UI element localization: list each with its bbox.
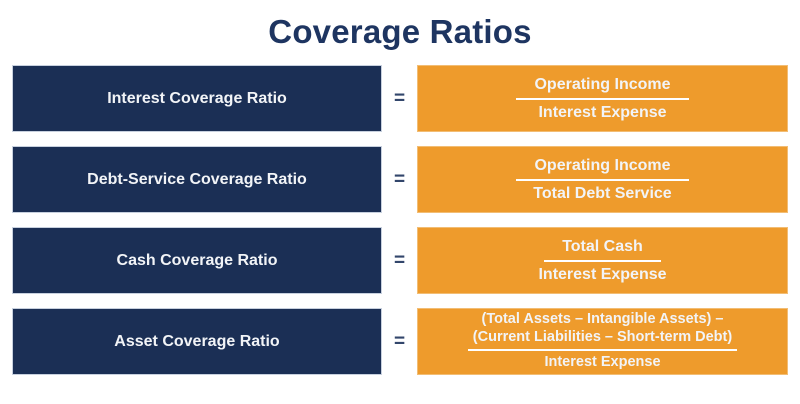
formula-fraction: (Total Assets – Intangible Assets) – (Cur…: [467, 311, 738, 371]
formula-fraction: Total Cash Interest Expense: [538, 237, 666, 284]
equals-column: =: [382, 146, 417, 213]
ratio-name-box: Asset Coverage Ratio: [12, 308, 382, 375]
formula-denominator: Total Debt Service: [533, 184, 672, 202]
formula-box: Operating Income Interest Expense: [417, 65, 788, 132]
ratio-row: Cash Coverage Ratio = Total Cash Interes…: [12, 227, 788, 294]
ratio-name-label: Cash Coverage Ratio: [116, 251, 278, 269]
formula-numerator: (Total Assets – Intangible Assets) – (Cur…: [467, 311, 738, 352]
equals-sign: =: [393, 87, 406, 109]
ratio-name-label: Interest Coverage Ratio: [107, 89, 287, 107]
formula-numerator-line: Operating Income: [534, 75, 671, 93]
formula-numerator: Total Cash: [544, 237, 661, 262]
formula-box: Operating Income Total Debt Service: [417, 146, 788, 213]
formula-box: (Total Assets – Intangible Assets) – (Cur…: [417, 308, 788, 375]
ratio-rows: Interest Coverage Ratio = Operating Inco…: [12, 65, 788, 375]
formula-denominator: Interest Expense: [538, 103, 667, 121]
formula-fraction: Operating Income Interest Expense: [516, 75, 689, 122]
formula-denominator: Interest Expense: [538, 265, 667, 283]
ratio-name-box: Interest Coverage Ratio: [12, 65, 382, 132]
equals-sign: =: [393, 168, 406, 190]
ratio-name-box: Cash Coverage Ratio: [12, 227, 382, 294]
formula-numerator-line: Operating Income: [534, 156, 671, 174]
ratio-name-label: Debt-Service Coverage Ratio: [87, 170, 307, 188]
formula-box: Total Cash Interest Expense: [417, 227, 788, 294]
ratio-name-box: Debt-Service Coverage Ratio: [12, 146, 382, 213]
page-title: Coverage Ratios: [268, 13, 532, 50]
equals-column: =: [382, 308, 417, 375]
ratio-row: Interest Coverage Ratio = Operating Inco…: [12, 65, 788, 132]
equals-sign: =: [393, 330, 406, 352]
formula-fraction: Operating Income Total Debt Service: [516, 156, 689, 203]
formula-numerator-line: (Total Assets – Intangible Assets) –: [481, 311, 724, 328]
ratio-row: Asset Coverage Ratio = (Total Assets – I…: [12, 308, 788, 375]
equals-sign: =: [393, 249, 406, 271]
equals-column: =: [382, 227, 417, 294]
formula-numerator: Operating Income: [516, 75, 689, 100]
formula-denominator: Interest Expense: [544, 354, 661, 371]
ratio-name-label: Asset Coverage Ratio: [114, 332, 280, 350]
formula-numerator-line: (Current Liabilities – Short-term Debt): [472, 328, 733, 345]
equals-column: =: [382, 65, 417, 132]
ratio-row: Debt-Service Coverage Ratio = Operating …: [12, 146, 788, 213]
formula-numerator: Operating Income: [516, 156, 689, 181]
formula-numerator-line: Total Cash: [562, 237, 643, 255]
